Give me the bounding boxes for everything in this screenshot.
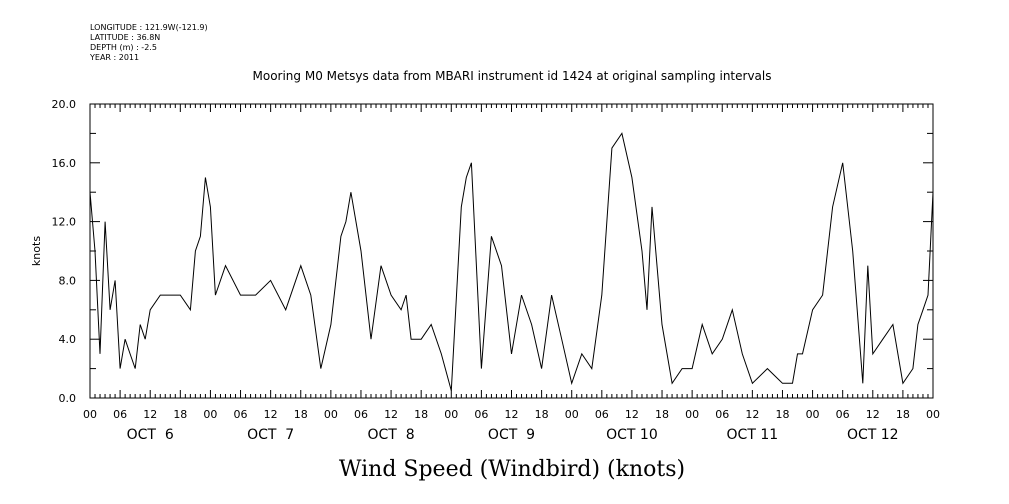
x-axis-title: Wind Speed (Windbird) (knots)	[339, 457, 685, 482]
x-tick-label: 18	[535, 408, 549, 421]
y-tick-label: 16.0	[52, 157, 77, 170]
x-tick-label: 12	[625, 408, 639, 421]
x-tick-label: 00	[444, 408, 458, 421]
y-tick-label: 8.0	[59, 274, 77, 287]
x-tick-label: 18	[294, 408, 308, 421]
chart-title: Mooring M0 Metsys data from MBARI instru…	[253, 69, 772, 83]
x-tick-label: 00	[685, 408, 699, 421]
x-tick-label: 00	[806, 408, 820, 421]
x-tick-label: 06	[836, 408, 850, 421]
latitude-label: LATITUDE : 36.8N	[90, 33, 160, 42]
x-tick-label: 18	[655, 408, 669, 421]
x-tick-label: 00	[203, 408, 217, 421]
x-tick-label: 18	[173, 408, 187, 421]
x-tick-label: 06	[715, 408, 729, 421]
x-tick-label: 06	[474, 408, 488, 421]
x-tick-label: 06	[354, 408, 368, 421]
x-tick-label: 00	[324, 408, 338, 421]
y-tick-label: 20.0	[52, 98, 77, 111]
x-tick-label: 00	[565, 408, 579, 421]
depth-label: DEPTH (m) : -2.5	[90, 43, 157, 52]
day-labels: OCT 6 OCT 7 OCT 8 OCT 9 OCT 10 OCT 11 OCT 12	[127, 427, 899, 443]
x-tick-label: 18	[414, 408, 428, 421]
day-label: OCT 9	[488, 427, 535, 443]
x-tick-label: 18	[896, 408, 910, 421]
x-tick-label: 06	[113, 408, 127, 421]
x-tick-label: 12	[264, 408, 278, 421]
day-label: OCT 6	[127, 427, 174, 443]
y-tick-label: 4.0	[59, 333, 77, 346]
wind-speed-series-line	[89, 132, 934, 391]
longitude-label: LONGITUDE : 121.9W(-121.9)	[90, 23, 208, 32]
y-tick-label: 12.0	[52, 216, 77, 229]
x-tick-label: 12	[745, 408, 759, 421]
x-tick-label: 06	[595, 408, 609, 421]
x-tick-label: 00	[926, 408, 940, 421]
x-tick-label: 00	[83, 408, 97, 421]
x-tick-label: 18	[775, 408, 789, 421]
day-label: OCT 12	[847, 427, 899, 443]
y-axis-title: knots	[30, 236, 43, 266]
day-label: OCT 7	[247, 427, 294, 443]
x-axis: 00 06 12 18 00 06 12 18 00 06 12 18 00 06 12 18 00 06 12 18…	[83, 104, 940, 421]
y-axis: 0.0 4.0 8.0 12.0 16.0 20.0	[52, 98, 933, 405]
metadata-block: LONGITUDE : 121.9W(-121.9) LATITUDE : 36…	[89, 23, 208, 62]
day-label: OCT 11	[727, 427, 779, 443]
day-label: OCT 10	[606, 427, 658, 443]
x-tick-label: 12	[866, 408, 880, 421]
x-tick-label: 12	[143, 408, 157, 421]
x-tick-label: 12	[384, 408, 398, 421]
x-tick-label: 12	[505, 408, 519, 421]
year-label: YEAR : 2011	[89, 53, 139, 62]
y-tick-label: 0.0	[59, 392, 77, 405]
x-tick-label: 06	[234, 408, 248, 421]
day-label: OCT 8	[367, 427, 414, 443]
